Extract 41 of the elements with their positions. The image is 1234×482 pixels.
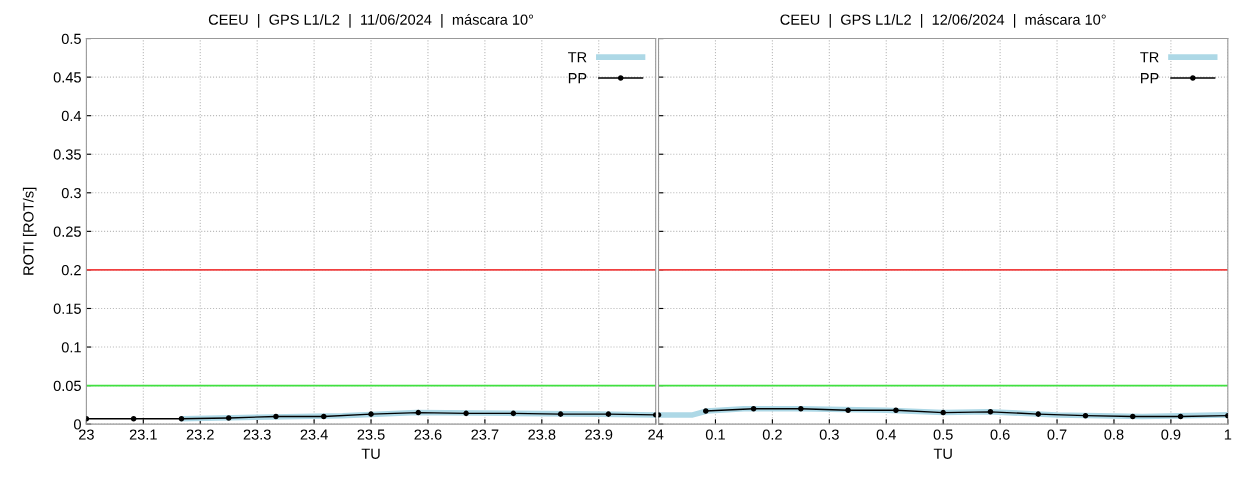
x-tick-label: 0.8 — [1104, 429, 1124, 440]
legend-label: PP — [1141, 73, 1159, 84]
y-tick-label: 0 — [73, 419, 81, 430]
legend-label: TR — [1140, 52, 1159, 63]
y-tick-label: 0.45 — [53, 72, 81, 83]
x-tick-label: 23.7 — [471, 429, 499, 440]
x-tick-label: 24 — [648, 429, 664, 440]
x-axis-title: TU — [933, 448, 952, 459]
legend-label: PP — [568, 73, 587, 84]
y-tick-label: 0.25 — [53, 226, 81, 237]
x-tick-label: 0.2 — [762, 429, 782, 440]
x-tick-label: 0.6 — [990, 429, 1010, 440]
x-tick-label: 23 — [79, 429, 94, 440]
y-tick-label: 0.4 — [61, 110, 82, 122]
x-tick-label: 0.7 — [1047, 429, 1067, 440]
x-tick-label: 23.2 — [186, 429, 214, 440]
x-axis-title: TU — [361, 448, 380, 459]
y-tick-label: 0.15 — [53, 303, 81, 314]
x-tick-label: 23.6 — [414, 429, 442, 440]
x-tick-label: 0.9 — [1161, 429, 1181, 440]
x-tick-label: 1 — [1224, 429, 1232, 440]
x-tick-label: 23.9 — [585, 429, 613, 440]
x-tick-label: 0.4 — [876, 429, 896, 440]
y-tick-label: 0.05 — [53, 380, 81, 392]
y-tick-label: 0.5 — [61, 33, 81, 44]
chart-title: CEEU | GPS L1/L2 | 11/06/2024 | máscara 10° — [208, 13, 534, 28]
x-tick-label: 23.4 — [300, 429, 328, 440]
x-tick-label: 23.8 — [528, 429, 556, 440]
x-tick-label: 23.1 — [129, 429, 157, 440]
y-tick-label: 0.3 — [61, 187, 81, 199]
x-tick-label: 23.3 — [243, 429, 271, 440]
chart-title: CEEU | GPS L1/L2 | 12/06/2024 | máscara 10° — [780, 13, 1106, 28]
x-tick-label: 0.5 — [933, 429, 953, 440]
y-tick-label: 0.2 — [61, 265, 81, 276]
x-tick-label: 0.3 — [819, 429, 839, 440]
y-tick-label: 0.35 — [53, 149, 81, 160]
y-tick-label: 0.1 — [61, 342, 81, 353]
y-axis-title: ROTI [ROT/s] — [22, 187, 37, 275]
x-tick-label: 0.1 — [705, 429, 725, 440]
x-tick-label: 23.5 — [357, 429, 385, 440]
legend-label: TR — [568, 52, 587, 63]
